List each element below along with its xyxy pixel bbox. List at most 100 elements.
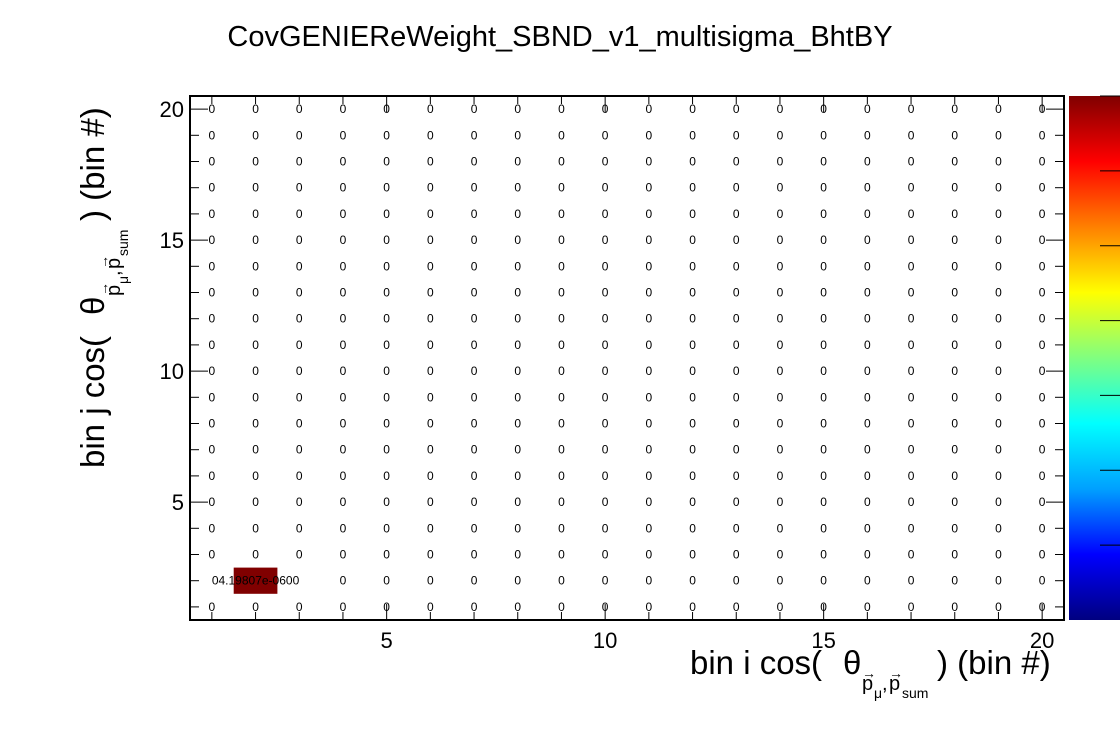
cell-value-label: 0 <box>296 469 303 483</box>
cell-value-label: 0 <box>689 548 696 562</box>
chart-title: CovGENIEReWeight_SBND_v1_multisigma_BhtB… <box>227 21 892 53</box>
cell-value-label: 0 <box>252 181 259 195</box>
cell-value-label: 0 <box>951 155 958 169</box>
cell-value-label: 0 <box>995 259 1002 273</box>
cell-value-label: 0 <box>646 443 653 457</box>
cell-value-label: 0 <box>908 495 915 509</box>
cell-value-label: 0 <box>514 102 521 116</box>
cell-value-label: 0 <box>1039 207 1046 221</box>
cell-value-label: 0 <box>427 181 434 195</box>
cell-value-label: 0 <box>340 259 347 273</box>
cell-value-label: 0 <box>646 521 653 535</box>
cell-value-label: 0 <box>340 286 347 300</box>
cell-value-label: 0 <box>646 390 653 404</box>
cell-value-label: 0 <box>383 417 390 431</box>
cell-value-label: 0 <box>864 390 871 404</box>
cell-value-label: 0 <box>1039 574 1046 588</box>
cell-value-label: 0 <box>777 181 784 195</box>
cell-value-label: 0 <box>646 417 653 431</box>
cell-value-label: 0 <box>733 495 740 509</box>
cell-value-label: 0 <box>558 600 565 614</box>
cell-value-label: 0 <box>951 207 958 221</box>
cell-value-label: 0 <box>558 233 565 247</box>
cell-value-label: 0 <box>514 390 521 404</box>
cell-value-label: 0 <box>296 102 303 116</box>
cell-value-label: 0 <box>602 495 609 509</box>
cell-value-label: 0 <box>252 102 259 116</box>
cell-value-label: 0 <box>733 102 740 116</box>
cell-value-label: 0 <box>995 338 1002 352</box>
cell-value-label: 0 <box>864 102 871 116</box>
cell-value-label: 0 <box>514 312 521 326</box>
cell-value-label: 0 <box>558 390 565 404</box>
cell-value-label: 0 <box>951 259 958 273</box>
cell-value-label: 0 <box>689 469 696 483</box>
x-axis-title-suffix: ) (bin #) <box>937 644 1051 681</box>
y-tick-label: 5 <box>172 490 184 515</box>
cell-value-label: 0 <box>340 312 347 326</box>
cell-value-label: 0 <box>383 128 390 142</box>
cell-value-label: 0 <box>383 574 390 588</box>
cell-value-label: 0 <box>471 128 478 142</box>
cell-value-label: 0 <box>689 102 696 116</box>
cell-value-label: 0 <box>820 390 827 404</box>
cell-value-label: 0 <box>995 469 1002 483</box>
cell-value-label: 0 <box>777 233 784 247</box>
cell-value-label: 0 <box>646 102 653 116</box>
cell-value-label: 0 <box>340 390 347 404</box>
cell-value-label: 0 <box>558 521 565 535</box>
cell-value-label: 0 <box>602 286 609 300</box>
cell-value-label: 0 <box>689 128 696 142</box>
cell-value-label: 0 <box>514 364 521 378</box>
cell-value-label: 0 <box>908 417 915 431</box>
cell-value-label: 0 <box>558 338 565 352</box>
cell-value-label: 0 <box>820 364 827 378</box>
cell-value-label: 0 <box>908 128 915 142</box>
cell-value-label: 0 <box>427 312 434 326</box>
cell-value-label: 0 <box>908 181 915 195</box>
cell-value-label: 0 <box>864 259 871 273</box>
cell-value-label: 0 <box>383 233 390 247</box>
cell-value-label: 0 <box>733 443 740 457</box>
cell-value-label: 0 <box>995 600 1002 614</box>
cell-value-label: 0 <box>689 207 696 221</box>
cell-value-label: 0 <box>951 338 958 352</box>
cell-value-label: 0 <box>558 417 565 431</box>
cell-value-label: 0 <box>514 259 521 273</box>
cell-value-label: 0 <box>252 259 259 273</box>
cell-value-label: 0 <box>689 417 696 431</box>
cell-value-label: 0 <box>864 469 871 483</box>
cell-value-label: 0 <box>252 207 259 221</box>
cell-value-label: 0 <box>1039 548 1046 562</box>
cell-value-label: 0 <box>514 417 521 431</box>
cell-value-label: 0 <box>908 574 915 588</box>
cell-value-label: 0 <box>252 338 259 352</box>
cell-value-label: 0 <box>777 600 784 614</box>
cell-value-label: 0 <box>908 469 915 483</box>
cell-value-label: 0 <box>471 312 478 326</box>
cell-value-label: 0 <box>209 443 216 457</box>
cell-value-label: 0 <box>777 495 784 509</box>
cell-value-label: 0 <box>471 338 478 352</box>
cell-value-label: 0 <box>340 233 347 247</box>
y-axis-title-sub1: μ <box>115 276 131 284</box>
cell-value-label: 0 <box>646 495 653 509</box>
cell-value-label: 0 <box>602 181 609 195</box>
cell-value-label: 0 <box>296 443 303 457</box>
x-axis-title-sub1: μ <box>874 685 882 701</box>
cell-value-label: 0 <box>995 286 1002 300</box>
cell-value-label: 0 <box>951 443 958 457</box>
cell-value-label: 0 <box>340 155 347 169</box>
cell-value-label: 0 <box>209 102 216 116</box>
x-axis-title-arrow2: → <box>889 665 903 681</box>
cell-value-label: 0 <box>471 155 478 169</box>
cell-value-label: 0 <box>340 102 347 116</box>
cell-value-label: 0 <box>427 600 434 614</box>
cell-value-label: 0 <box>252 495 259 509</box>
cell-value-label: 0 <box>951 390 958 404</box>
cell-value-label: 0 <box>1039 233 1046 247</box>
cell-value-label: 0 <box>427 390 434 404</box>
cell-value-label: 0 <box>1039 338 1046 352</box>
cell-value-label: 0 <box>602 443 609 457</box>
cell-value-label: 0 <box>908 155 915 169</box>
